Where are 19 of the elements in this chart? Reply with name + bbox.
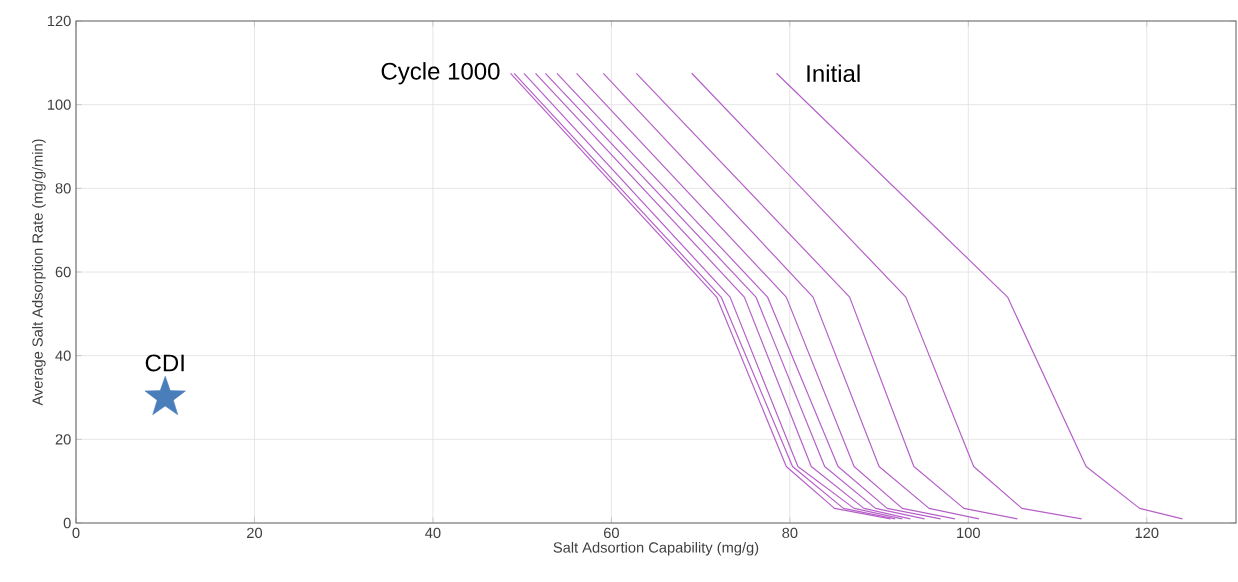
x-tick-label: 60 <box>603 527 619 539</box>
x-tick-label: 20 <box>247 527 263 539</box>
y-tick-label: 100 <box>47 99 71 110</box>
y-tick-label: 20 <box>55 434 71 445</box>
x-tick-label: 100 <box>957 527 980 539</box>
y-tick-label: 80 <box>55 183 71 194</box>
y-tick-label: 0 <box>63 517 71 529</box>
y-tick-label: 60 <box>55 266 71 278</box>
annotation: Initial <box>807 64 860 83</box>
x-tick-label: 0 <box>72 527 80 539</box>
x-axis-title: Salt Adsortion Capability (mg/g) <box>553 541 759 556</box>
series-label: CDI <box>145 354 184 372</box>
y-axis-title: Average Salt Adsorption Rate (mg/g/min) <box>32 139 46 406</box>
y-tick-label: 120 <box>47 15 71 27</box>
x-tick-label: 120 <box>1135 527 1159 539</box>
annotation: Cycle 1000 <box>381 62 500 85</box>
x-tick-label: 80 <box>782 527 798 539</box>
y-tick-label: 40 <box>55 350 71 361</box>
x-tick-label: 40 <box>425 527 441 539</box>
